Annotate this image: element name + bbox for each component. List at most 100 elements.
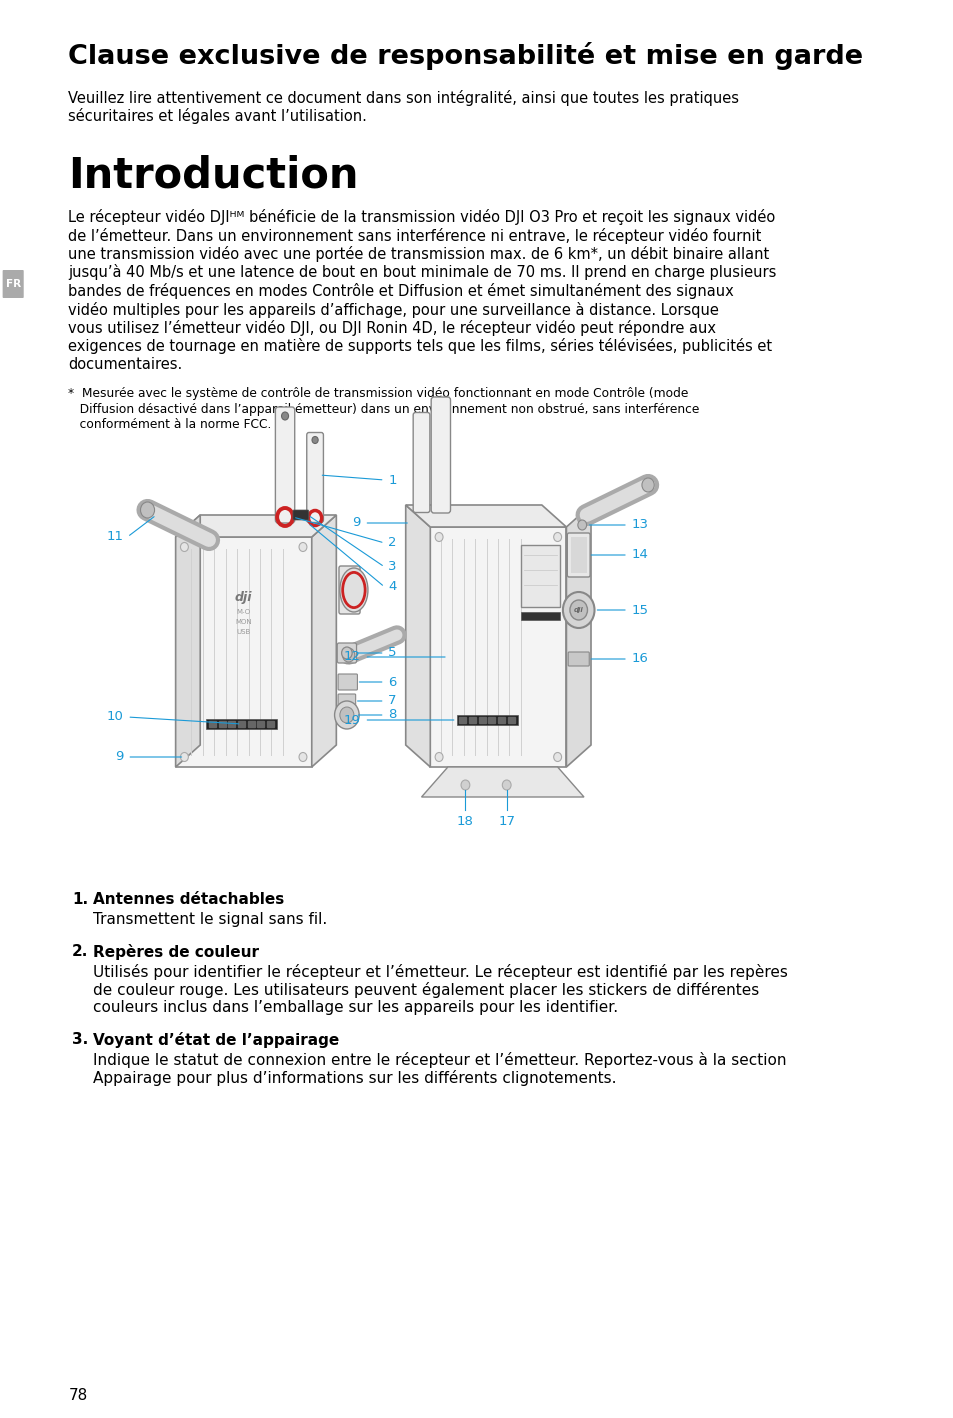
Bar [458,718,466,723]
FancyBboxPatch shape [3,269,24,298]
FancyBboxPatch shape [337,693,355,708]
Polygon shape [175,537,312,767]
Circle shape [553,753,561,761]
Bar [206,719,276,729]
Bar [497,718,504,723]
Text: Antennes détachables: Antennes détachables [93,892,284,908]
Bar [237,720,245,727]
Circle shape [562,591,594,628]
Polygon shape [421,767,583,797]
Bar [520,613,559,620]
Text: Utilisés pour identifier le récepteur et l’émetteur. Le récepteur est identifié : Utilisés pour identifier le récepteur et… [93,964,787,980]
Text: 78: 78 [69,1388,88,1402]
Text: conformément à la norme FCC.: conformément à la norme FCC. [69,418,272,431]
Text: 3.: 3. [71,1032,89,1046]
Text: 7: 7 [388,695,396,708]
Polygon shape [430,527,566,767]
Bar [267,720,274,727]
Circle shape [180,753,188,761]
Text: 14: 14 [631,549,648,562]
Text: Repères de couleur: Repères de couleur [93,944,259,960]
Bar [456,715,517,725]
Text: 2: 2 [388,536,396,550]
Text: vous utilisez l’émetteur vidéo DJI, ou DJI Ronin 4D, le récepteur vidéo peut rép: vous utilisez l’émetteur vidéo DJI, ou D… [69,320,716,336]
Text: 15: 15 [631,604,648,617]
FancyBboxPatch shape [307,432,323,522]
Circle shape [569,600,587,620]
Bar [507,718,514,723]
Circle shape [281,413,288,420]
Circle shape [502,780,511,790]
Circle shape [335,700,358,729]
Text: jusqu’à 40 Mb/s et une latence de bout en bout minimale de 70 ms. Il prend en ch: jusqu’à 40 Mb/s et une latence de bout e… [69,265,776,281]
Bar [478,718,485,723]
Circle shape [341,647,352,659]
FancyBboxPatch shape [337,674,357,691]
Polygon shape [405,505,430,767]
Text: 1: 1 [388,474,396,486]
Text: 17: 17 [497,815,515,828]
Text: 4: 4 [388,580,396,594]
Circle shape [298,543,307,552]
Circle shape [339,708,354,723]
Circle shape [140,502,154,518]
Text: vidéo multiples pour les appareils d’affichage, pour une surveillance à distance: vidéo multiples pour les appareils d’aff… [69,302,719,318]
Text: de couleur rouge. Les utilisateurs peuvent également placer les stickers de diff: de couleur rouge. Les utilisateurs peuve… [93,983,759,998]
Bar [257,720,264,727]
Text: Veuillez lire attentivement ce document dans son intégralité, ainsi que toutes l: Veuillez lire attentivement ce document … [69,89,739,106]
Text: 2.: 2. [71,944,89,959]
Text: Clause exclusive de responsabilité et mise en garde: Clause exclusive de responsabilité et mi… [69,43,862,69]
Text: exigences de tournage en matière de supports tels que les films, séries télévisé: exigences de tournage en matière de supp… [69,339,772,354]
Bar [209,720,215,727]
Bar [520,545,559,607]
Text: 19: 19 [344,713,360,726]
Text: dji: dji [574,607,583,613]
Text: bandes de fréquences en modes Contrôle et Diffusion et émet simultanément des si: bandes de fréquences en modes Contrôle e… [69,284,734,299]
Text: documentaires.: documentaires. [69,357,183,372]
Polygon shape [566,505,591,767]
Text: Introduction: Introduction [69,155,358,197]
Circle shape [180,543,188,552]
FancyBboxPatch shape [293,510,309,520]
Polygon shape [405,505,566,527]
Bar [218,720,226,727]
Text: dji: dji [234,590,252,604]
Circle shape [578,520,586,530]
Bar [228,720,235,727]
Polygon shape [175,515,336,537]
Polygon shape [175,515,200,767]
FancyBboxPatch shape [275,407,294,523]
Ellipse shape [339,569,368,613]
Text: Voyant d’état de l’appairage: Voyant d’état de l’appairage [93,1032,339,1048]
Text: Diffusion désactivé dans l’appareil émetteur) dans un environnement non obstrué,: Diffusion désactivé dans l’appareil émet… [69,403,700,415]
Circle shape [435,533,442,542]
Text: 10: 10 [107,710,124,723]
Bar [570,537,586,573]
Text: Appairage pour plus d’informations sur les différents clignotements.: Appairage pour plus d’informations sur l… [93,1071,616,1086]
Text: Le récepteur vidéo DJIᴴᴹ bénéficie de la transmission vidéo DJI O3 Pro et reçoit: Le récepteur vidéo DJIᴴᴹ bénéficie de la… [69,208,775,225]
FancyBboxPatch shape [336,642,356,664]
Text: couleurs inclus dans l’emballage sur les appareils pour les identifier.: couleurs inclus dans l’emballage sur les… [93,1000,618,1015]
Circle shape [312,437,318,444]
Polygon shape [312,515,336,767]
Circle shape [641,478,654,492]
FancyBboxPatch shape [338,566,359,614]
Text: MON: MON [234,620,252,625]
Bar [488,718,495,723]
Circle shape [298,753,307,761]
Circle shape [553,533,561,542]
Text: 6: 6 [388,675,396,689]
Bar [469,718,476,723]
FancyBboxPatch shape [431,397,450,513]
Text: Indique le statut de connexion entre le récepteur et l’émetteur. Reportez-vous à: Indique le statut de connexion entre le … [93,1052,786,1068]
Circle shape [342,648,355,662]
Text: 13: 13 [631,519,648,532]
Text: 18: 18 [456,815,474,828]
Text: 9: 9 [353,516,360,529]
FancyBboxPatch shape [413,413,430,512]
Text: 5: 5 [388,647,396,659]
Text: 12: 12 [344,651,360,664]
Text: une transmission vidéo avec une portée de transmission max. de 6 km*, un débit b: une transmission vidéo avec une portée d… [69,245,769,262]
Text: M-O: M-O [236,608,250,615]
Circle shape [460,780,469,790]
